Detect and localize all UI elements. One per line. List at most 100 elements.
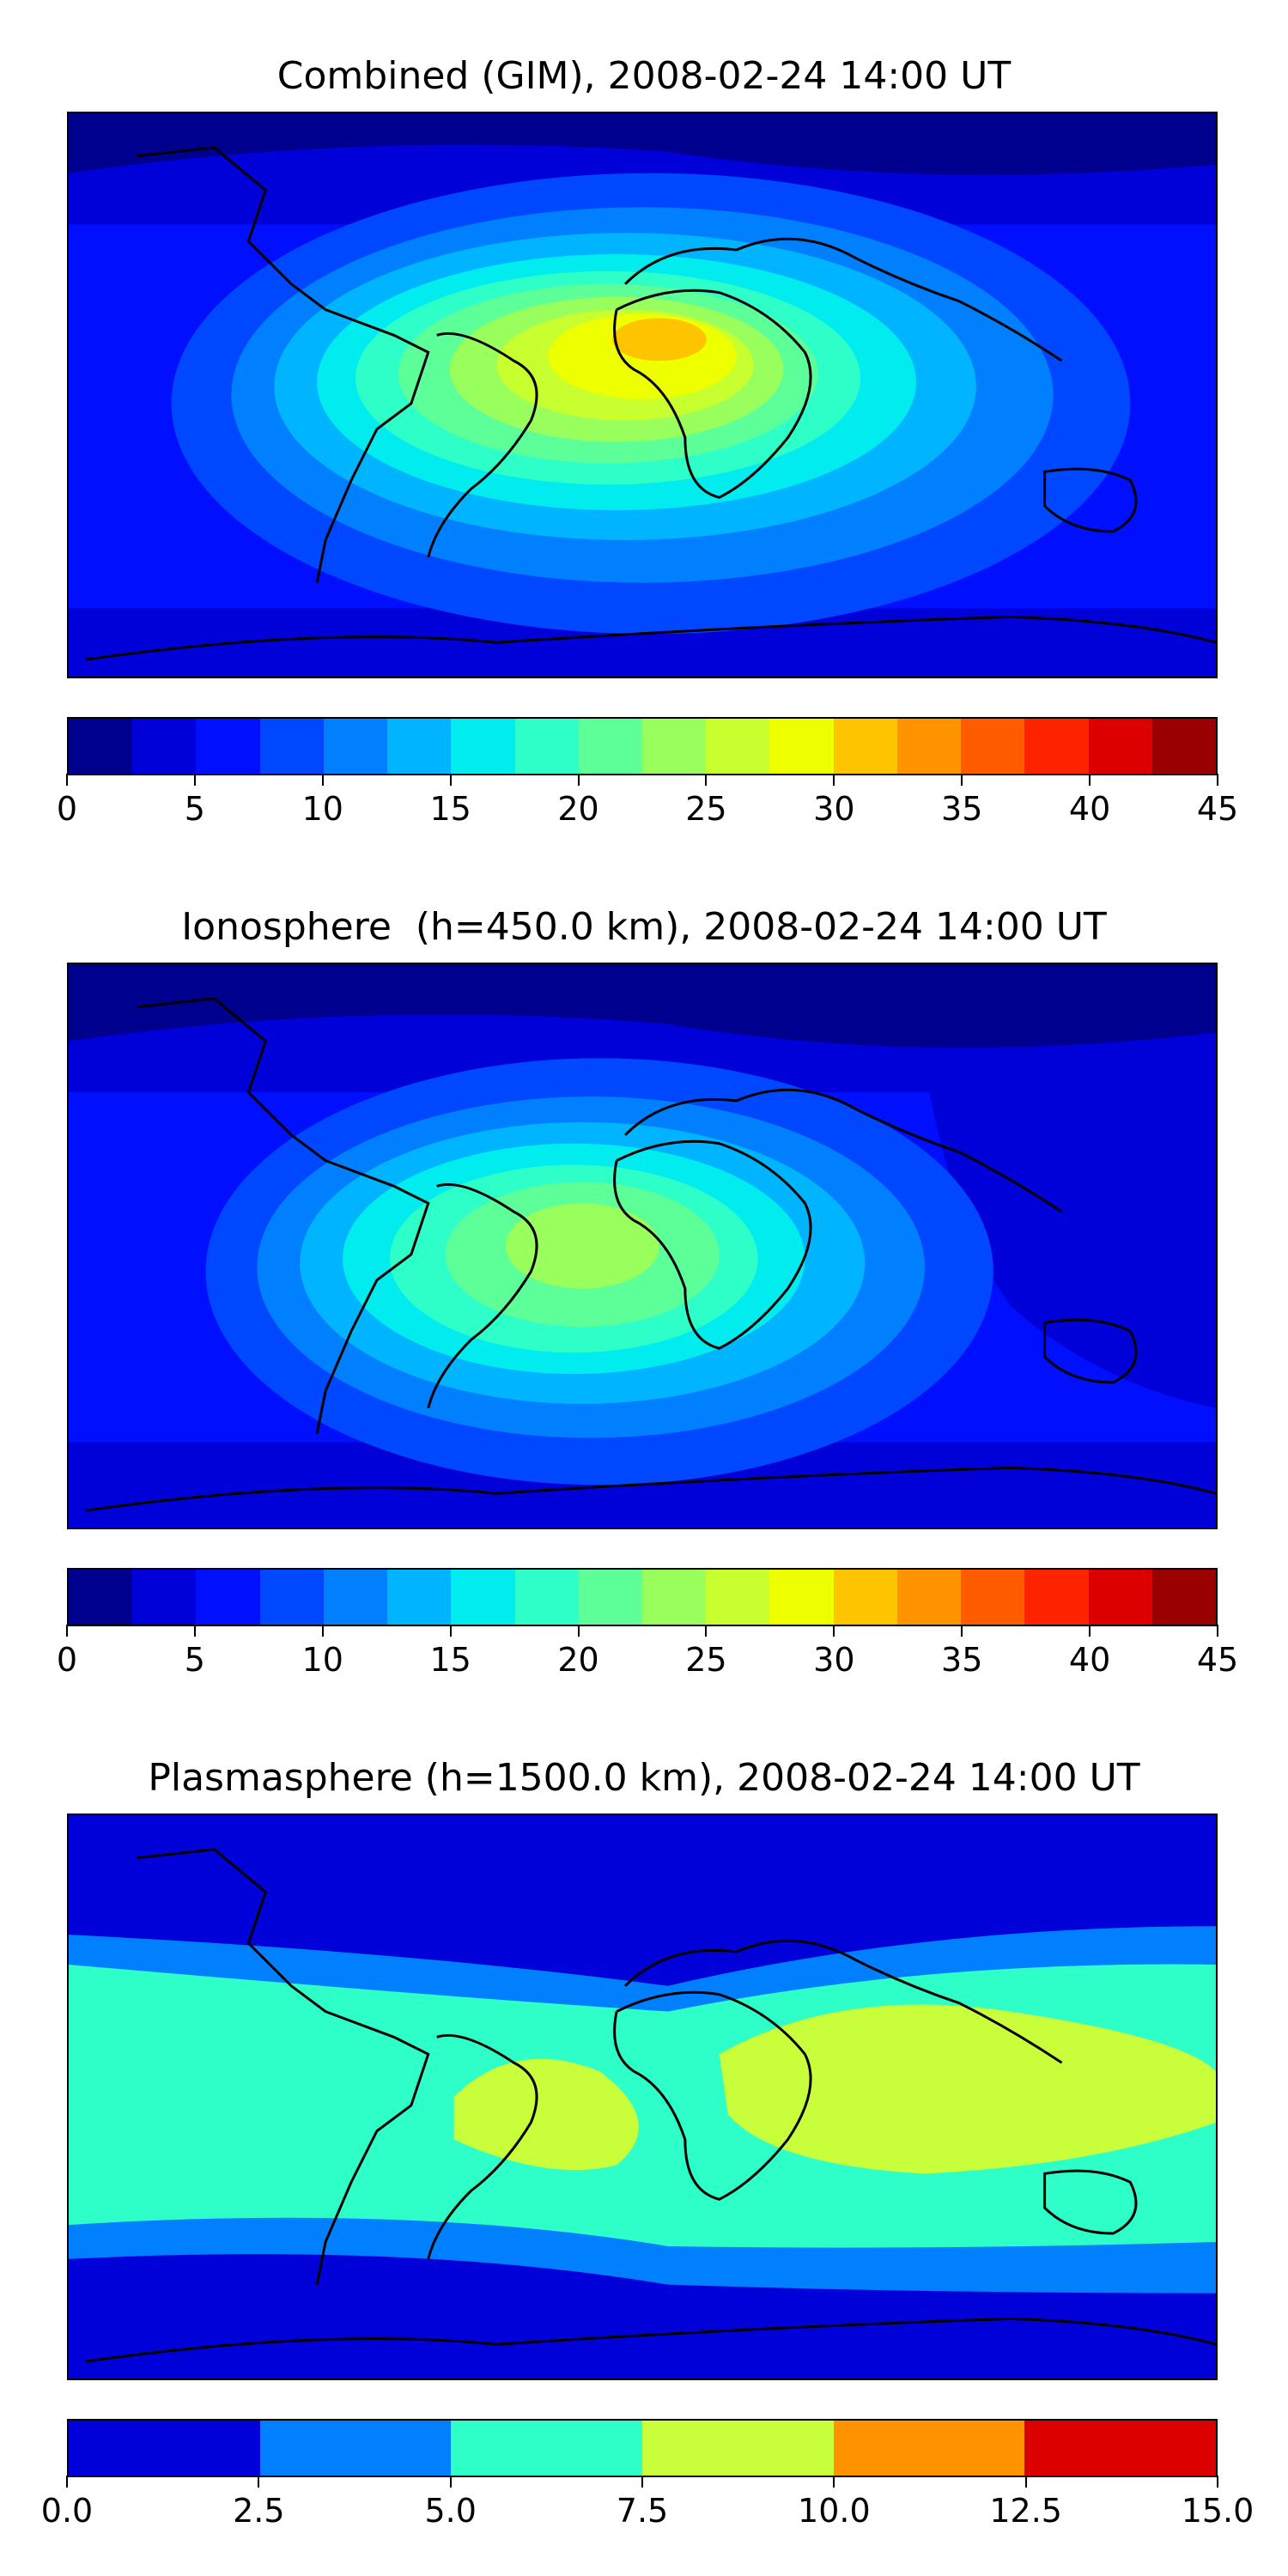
panel-3-contour-7-5-west [453, 2058, 639, 2171]
colorbar-segment [1088, 1570, 1152, 1625]
panel-2-map [67, 963, 1218, 1529]
colorbar-tick [1217, 774, 1218, 786]
colorbar-tick-label: 25 [685, 1641, 727, 1679]
colorbar-tick-label: 0 [56, 790, 78, 828]
panel-1-map-svg [69, 113, 1216, 677]
colorbar-segment [323, 1570, 388, 1625]
colorbar-segment [132, 719, 197, 774]
colorbar-tick-label: 0 [56, 1641, 78, 1679]
colorbar-tick [705, 1625, 708, 1637]
colorbar-tick-label: 15 [429, 1641, 471, 1679]
colorbar-segment [896, 719, 962, 774]
colorbar-tick-label: 15.0 [1181, 2492, 1255, 2530]
panel-1-coastlines [85, 146, 1216, 661]
colorbar-segment [451, 2421, 643, 2476]
colorbar-tick-label: 5.0 [424, 2492, 477, 2530]
colorbar-tick-label: 10 [301, 1641, 343, 1679]
colorbar-tick [258, 2476, 260, 2488]
colorbar-segment [1151, 1570, 1216, 1625]
colorbar-tick-label: 10 [301, 790, 343, 828]
colorbar-segment [323, 719, 388, 774]
colorbar-tick [577, 1625, 580, 1637]
colorbar-segment [706, 1570, 770, 1625]
colorbar-tick-label: 5 [184, 1641, 205, 1679]
panel-1-map [67, 112, 1218, 678]
colorbar-tick [66, 774, 68, 786]
colorbar-tick [449, 774, 452, 786]
panel-2-coastlines [85, 997, 1216, 1512]
colorbar-segment [833, 719, 897, 774]
colorbar-tick [449, 1625, 452, 1637]
colorbar-segment [1024, 719, 1089, 774]
colorbar-tick [1089, 1625, 1091, 1637]
panel-1-contour-32 [612, 318, 707, 361]
colorbar-tick [193, 1625, 196, 1637]
colorbar-tick-label: 15 [429, 790, 471, 828]
colorbar-segment [578, 719, 642, 774]
panel-3-title: Plasmasphere (h=1500.0 km), 2008-02-24 1… [148, 1756, 1140, 1800]
colorbar-tick-label: 5 [184, 790, 205, 828]
colorbar-segment [706, 719, 770, 774]
colorbar-segment [641, 719, 707, 774]
colorbar-segment [259, 2421, 452, 2476]
panel-2-east-low [925, 1060, 1216, 1408]
colorbar-tick [833, 2476, 835, 2488]
colorbar-tick-label: 10.0 [798, 2492, 871, 2530]
colorbar-segment [451, 719, 515, 774]
colorbar-tick [961, 1625, 963, 1637]
colorbar-tick-label: 45 [1196, 790, 1239, 828]
colorbar-tick [449, 2476, 452, 2488]
colorbar-tick-label: 25 [685, 790, 727, 828]
colorbar-tick-label: 2.5 [233, 2492, 285, 2530]
colorbar-tick-label: 40 [1068, 1641, 1111, 1679]
colorbar-segment [259, 719, 324, 774]
colorbar-tick [66, 1625, 68, 1637]
colorbar-segment [514, 719, 579, 774]
colorbar-tick-label: 35 [941, 1641, 983, 1679]
colorbar-tick [1024, 2476, 1027, 2488]
colorbar-segment [196, 719, 260, 774]
colorbar-tick-label: 35 [941, 790, 983, 828]
colorbar-tick [705, 774, 708, 786]
colorbar-tick [66, 2476, 68, 2488]
colorbar-segment [641, 1570, 707, 1625]
colorbar-segment [961, 1570, 1025, 1625]
colorbar-segment [578, 1570, 642, 1625]
panel-3-coastlines [85, 1848, 1216, 2363]
panel-3-map-svg [69, 1815, 1216, 2379]
colorbar-tick [321, 1625, 324, 1637]
panel-3-colorbar [67, 2419, 1218, 2477]
colorbar-tick-label: 20 [557, 1641, 599, 1679]
panel-1-colorbar [67, 717, 1218, 775]
panel-2-contour-25 [505, 1203, 659, 1289]
colorbar-segment [451, 1570, 515, 1625]
colorbar-tick [833, 1625, 835, 1637]
colorbar-segment [69, 2421, 260, 2476]
colorbar-segment [514, 1570, 579, 1625]
colorbar-tick [641, 2476, 643, 2488]
colorbar-tick [193, 774, 196, 786]
colorbar-tick-label: 20 [557, 790, 599, 828]
colorbar-segment [69, 719, 133, 774]
colorbar-segment [833, 2421, 1025, 2476]
panel-2-title: Ionosphere (h=450.0 km), 2008-02-24 14:0… [181, 905, 1107, 949]
colorbar-tick-label: 30 [813, 1641, 855, 1679]
panel-3-map [67, 1814, 1218, 2380]
colorbar-tick [1217, 1625, 1218, 1637]
panel-3-contour-7-5-east [719, 2004, 1216, 2174]
colorbar-segment [1024, 1570, 1089, 1625]
colorbar-tick [321, 774, 324, 786]
colorbar-segment [642, 2421, 834, 2476]
colorbar-segment [196, 1570, 260, 1625]
colorbar-tick-label: 45 [1196, 1641, 1239, 1679]
colorbar-segment [69, 1570, 133, 1625]
colorbar-segment [1088, 719, 1152, 774]
colorbar-tick [1217, 2476, 1218, 2488]
colorbar-segment [132, 1570, 197, 1625]
panel-2-colorbar [67, 1568, 1218, 1626]
colorbar-tick-label: 7.5 [616, 2492, 669, 2530]
colorbar-segment [1151, 719, 1216, 774]
colorbar-segment [387, 1570, 452, 1625]
colorbar-segment [961, 719, 1025, 774]
panel-1-arctic-low [69, 113, 1216, 175]
